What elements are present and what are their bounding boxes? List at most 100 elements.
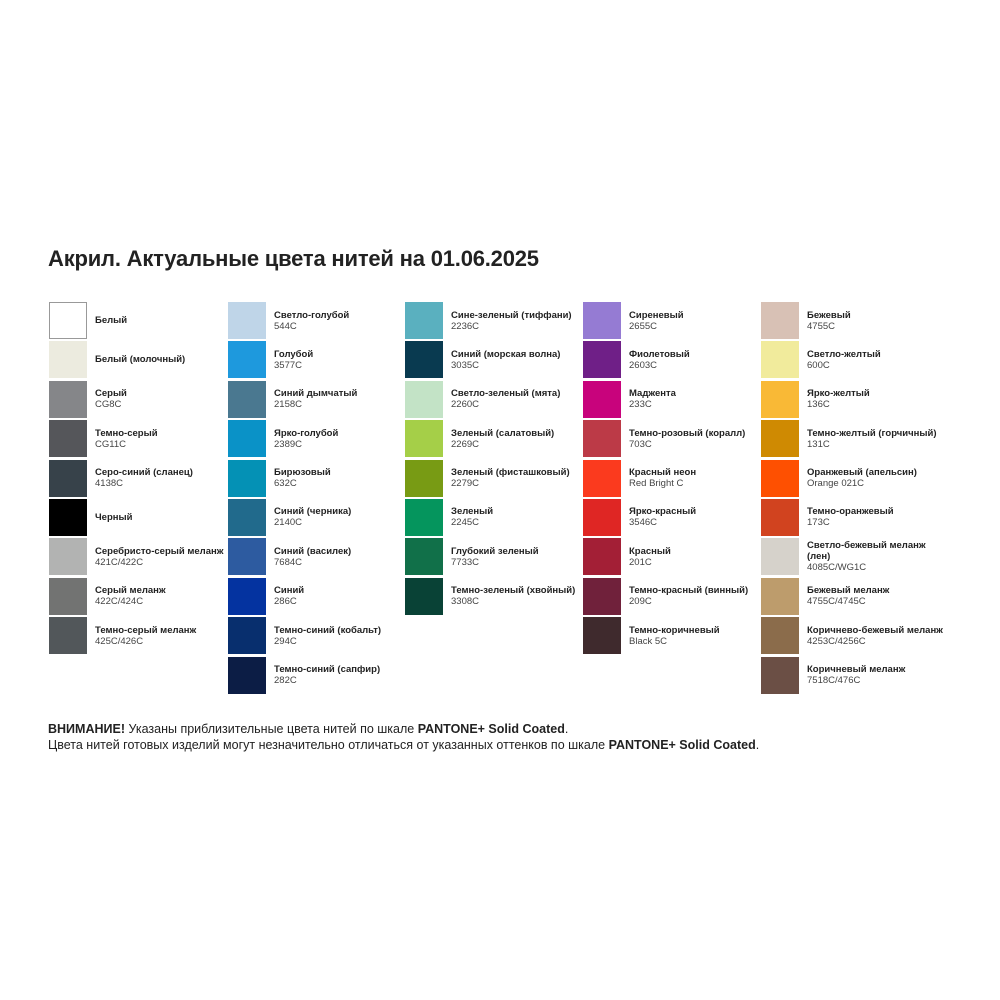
note-line-2: Цвета нитей готовых изделий могут незнач…: [48, 737, 759, 753]
color-item: Зеленый 2245C: [405, 498, 583, 538]
color-swatch: [405, 498, 443, 536]
color-label: Темно-синий (сапфир) 282C: [274, 657, 414, 694]
color-name: Светло-голубой: [274, 309, 350, 321]
pantone-code: Orange 021C: [807, 478, 865, 490]
pantone-scale: PANTONE+ Solid Coated: [417, 722, 565, 736]
color-swatch: [405, 459, 443, 497]
color-item: Синий (василек) 7684C: [228, 538, 406, 577]
pantone-code: 233C: [629, 399, 652, 411]
color-label: Бежевый 4755C: [807, 302, 947, 339]
color-name: Темно-серый: [95, 427, 158, 439]
color-name: Синий: [274, 585, 305, 597]
color-label: Светло-бежевый меланж (лен) 4085C/WG1C: [807, 538, 947, 575]
color-item: Коричнево-бежевый меланж 4253C/4256C: [761, 617, 943, 656]
color-swatch: [228, 538, 266, 576]
pantone-code: 4138C: [95, 478, 123, 490]
color-label: Красный неон Red Bright C: [629, 460, 769, 497]
color-label: Темно-зеленый (хвойный) 3308C: [451, 578, 591, 615]
color-item: Темно-серый CG11C: [49, 420, 227, 459]
color-label: Сиреневый 2655C: [629, 302, 769, 339]
disclaimer-notes: ВНИМАНИЕ! Указаны приблизительные цвета …: [48, 721, 759, 753]
color-swatch: [761, 577, 799, 615]
color-name: Серый меланж: [95, 585, 166, 597]
color-item: Синий 286C: [228, 577, 406, 617]
color-label: Темно-серый CG11C: [95, 420, 235, 457]
color-swatch: [761, 617, 799, 655]
color-swatch: [583, 617, 621, 655]
color-item: Темно-красный (винный) 209C: [583, 577, 761, 617]
color-name: Черный: [95, 511, 133, 523]
pantone-code: Red Bright C: [629, 478, 684, 490]
color-item: Ярко-красный 3546C: [583, 498, 761, 538]
color-name: Ярко-желтый: [807, 388, 870, 400]
color-label: Ярко-красный 3546C: [629, 499, 769, 536]
color-item: Фиолетовый 2603C: [583, 341, 761, 380]
color-name: Ярко-красный: [629, 506, 697, 518]
color-label: Бирюзовый 632C: [274, 460, 414, 497]
color-label: Ярко-желтый 136C: [807, 381, 947, 418]
color-label: Черный: [95, 499, 235, 536]
pantone-code: Black 5C: [629, 635, 668, 647]
color-label: Серый меланж 422C/424C: [95, 578, 235, 615]
color-swatch: [228, 577, 266, 615]
pantone-code: 544C: [274, 320, 297, 332]
color-name: Красный: [629, 545, 671, 557]
pantone-code: 3546C: [629, 517, 657, 529]
color-label: Голубой 3577C: [274, 341, 414, 378]
pantone-code: 2158C: [274, 399, 302, 411]
pantone-code: 2260C: [451, 399, 479, 411]
color-item: Темно-синий (кобальт) 294C: [228, 617, 406, 656]
pantone-code: 3035C: [451, 359, 479, 371]
color-name: Белый: [95, 315, 128, 326]
color-swatch: [405, 577, 443, 615]
color-label: Зеленый (фисташковый) 2279C: [451, 460, 591, 497]
color-swatch: [583, 341, 621, 379]
color-name: Зеленый: [451, 506, 494, 518]
color-name: Серо-синий (сланец): [95, 467, 193, 479]
page-title: Акрил. Актуальные цвета нитей на 01.06.2…: [48, 246, 539, 271]
pantone-code: 173C: [807, 517, 830, 529]
color-swatch: [49, 538, 87, 576]
color-swatch: [583, 420, 621, 458]
color-item: Белый (молочный): [49, 341, 227, 380]
color-swatch: [761, 538, 799, 576]
pantone-code: 2140C: [274, 517, 302, 529]
pantone-code: 425C/426C: [95, 635, 144, 647]
color-label: Светло-зеленый (мята) 2260C: [451, 381, 591, 418]
color-name: Маджента: [629, 388, 676, 400]
color-swatch: [228, 380, 266, 418]
color-name: Белый (молочный): [95, 354, 186, 366]
color-item: Коричневый меланж 7518C/476C: [761, 656, 939, 696]
note-line-1: ВНИМАНИЕ! Указаны приблизительные цвета …: [48, 721, 759, 737]
palette-column: Белый Белый (молочный) Серый CG8C Темно-серы…: [49, 302, 227, 657]
warning-label: ВНИМАНИЕ!: [48, 722, 125, 736]
color-swatch: [761, 341, 799, 379]
color-item: Синий дымчатый 2158C: [228, 380, 406, 420]
color-swatch: [761, 459, 799, 497]
note-end: .: [564, 722, 569, 736]
pantone-code: 4755C: [807, 320, 835, 332]
color-label: Коричневый меланж 7518C/476C: [807, 657, 947, 694]
pantone-code: 7684C: [274, 556, 302, 568]
pantone-scale: PANTONE+ Solid Coated: [608, 738, 756, 752]
color-label: Темно-красный (винный) 209C: [629, 578, 769, 615]
color-label: Синий (черника) 2140C: [274, 499, 414, 536]
pantone-code: 2245C: [451, 517, 479, 529]
color-swatch: [49, 420, 87, 458]
pantone-code: 2603C: [629, 359, 657, 371]
color-name: Ярко-голубой: [274, 427, 339, 439]
pantone-code: 136C: [807, 399, 830, 411]
pantone-code: 4085C/WG1C: [807, 562, 867, 574]
pantone-code: 3308C: [451, 596, 479, 608]
color-label: Зеленый (салатовый) 2269C: [451, 420, 591, 457]
color-swatch: [49, 498, 87, 536]
color-swatch: [405, 420, 443, 458]
pantone-code: 2236C: [451, 320, 479, 332]
color-swatch: [761, 656, 799, 694]
pantone-code: 7518C/476C: [807, 675, 861, 687]
color-item: Бежевый 4755C: [761, 302, 939, 341]
color-name: Синий (морская волна): [451, 348, 561, 360]
color-item: Сине-зеленый (тиффани) 2236C: [405, 302, 583, 341]
color-item: Красный 201C: [583, 538, 761, 577]
color-swatch: [228, 498, 266, 536]
